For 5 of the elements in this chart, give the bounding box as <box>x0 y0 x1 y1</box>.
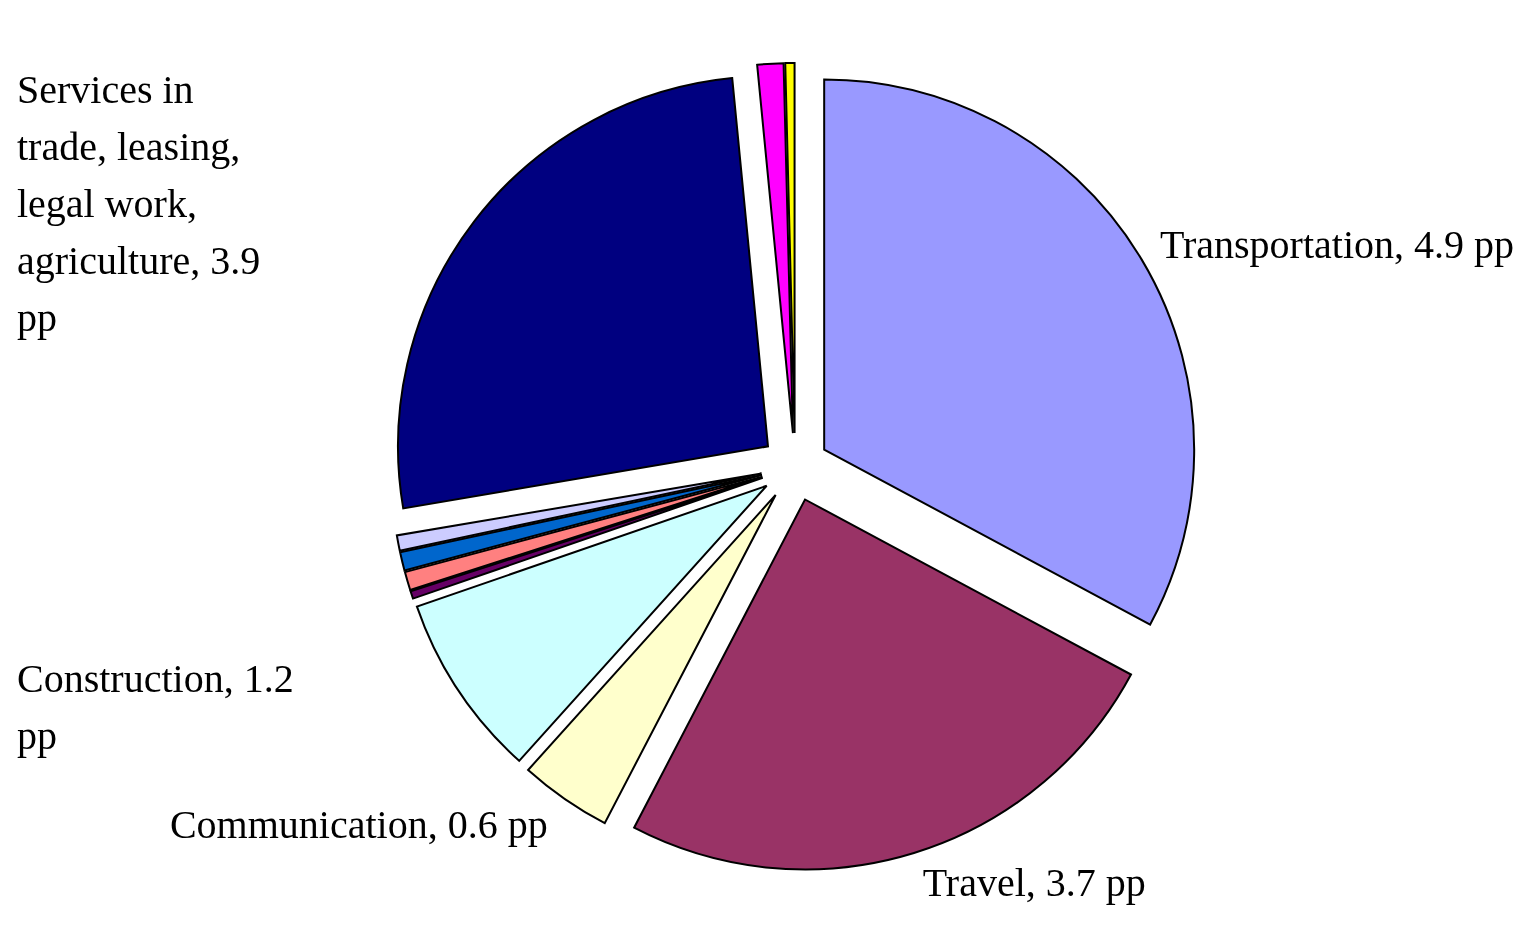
slice-label: Communication, 0.6 pp <box>169 801 548 847</box>
slice-label: Construction, 1.2 pp <box>17 656 294 759</box>
slice-label: Transportation, 4.9 pp <box>1159 222 1514 268</box>
slice-label: Travel, 3.7 pp <box>922 859 1146 905</box>
slice-label: Services in trade, leasing, legal work, agriculture, 3.9 pp <box>17 67 261 341</box>
